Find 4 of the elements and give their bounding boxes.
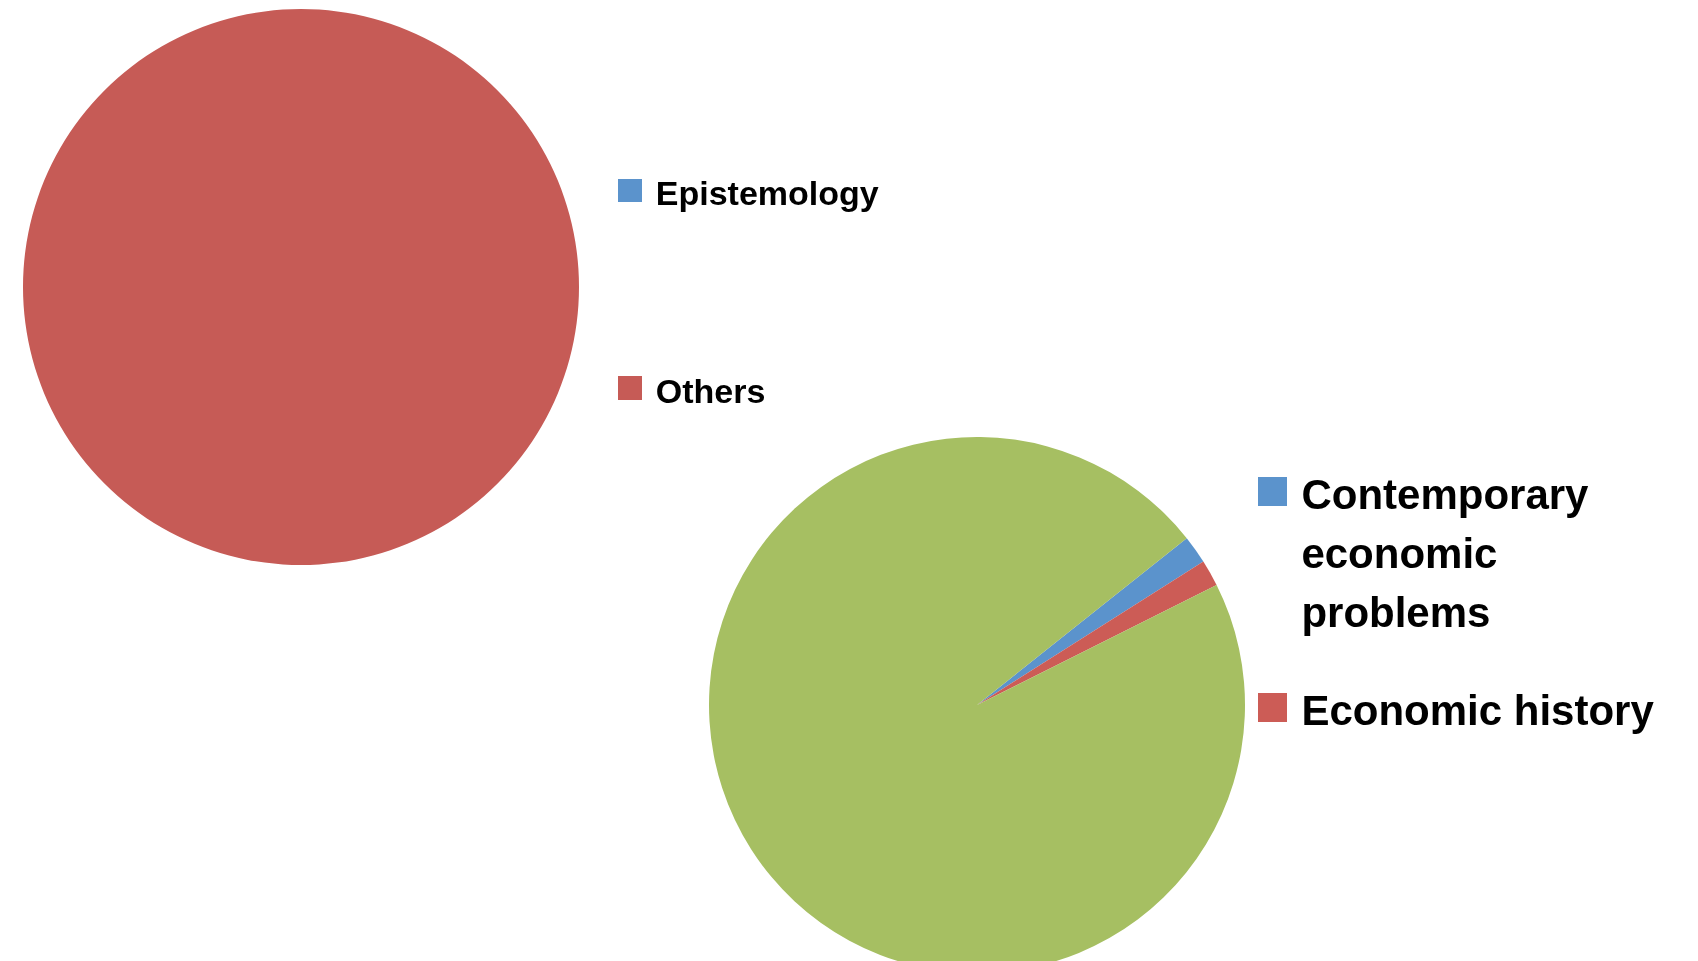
- legend-label: Others: [655, 370, 766, 412]
- legend-label: Contemporary economic problems: [1301, 470, 1590, 638]
- legend-label: Epistemology: [655, 173, 879, 214]
- legend-label: Economic history: [1301, 686, 1654, 737]
